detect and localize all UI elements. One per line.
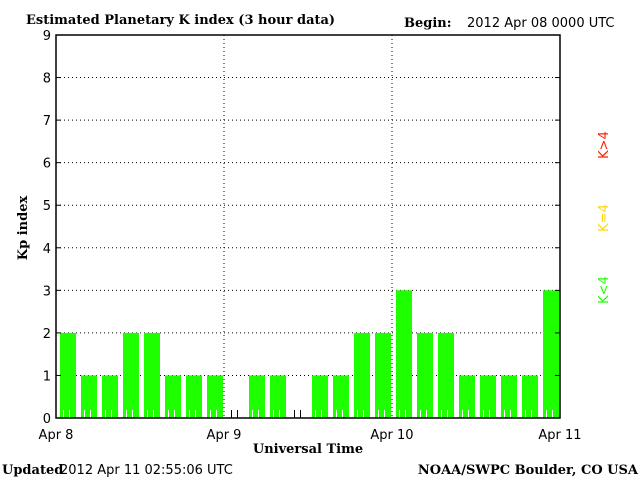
x-tick-label: Apr 11 [538, 428, 581, 443]
x-tick-label: Apr 8 [39, 428, 74, 443]
kp-bar [417, 332, 433, 418]
kp-bar [312, 375, 328, 418]
y-ticks: 0 1 2 3 4 5 6 7 8 9 [43, 29, 560, 427]
kp-bar [438, 332, 454, 418]
y-tick-label: 6 [43, 157, 51, 172]
kp-bar [501, 375, 517, 418]
y-tick-label: 4 [43, 242, 51, 257]
x-tick-label: Apr 9 [207, 428, 242, 443]
kp-bar [144, 332, 160, 418]
legend-entry: K=4 [597, 204, 612, 232]
legend-entry: K<4 [597, 276, 612, 304]
kp-bar [207, 375, 223, 418]
kp-bar [396, 290, 412, 418]
y-tick-label: 7 [43, 114, 51, 129]
y-tick-label: 5 [43, 199, 51, 214]
y-tick-label: 0 [43, 412, 51, 427]
updated-value: 2012 Apr 11 02:55:06 UTC [60, 463, 233, 478]
kp-bar [270, 375, 286, 418]
kp-bar [186, 375, 202, 418]
kp-bar [333, 375, 349, 418]
begin-value: 2012 Apr 08 0000 UTC [467, 16, 615, 31]
bars [60, 290, 559, 418]
kp-bar [480, 375, 496, 418]
kp-bar [165, 375, 181, 418]
kp-bar [249, 375, 265, 418]
begin-label: Begin: [404, 16, 452, 31]
kp-bar [543, 290, 559, 418]
kp-bar [60, 332, 76, 418]
kp-bar [459, 375, 475, 418]
source-label: NOAA/SWPC Boulder, CO USA [418, 463, 639, 478]
kp-bar [102, 375, 118, 418]
plot-frame [55, 34, 561, 419]
y-tick-label: 3 [43, 284, 51, 299]
x-ticks: Apr 8 Apr 9 Apr 10 Apr 11 [39, 428, 582, 443]
y-tick-label: 9 [43, 29, 51, 44]
kp-bar [81, 375, 97, 418]
y-tick-label: 2 [43, 327, 51, 342]
kp-bar [354, 332, 370, 418]
y-axis-label: Kp index [16, 196, 31, 261]
kp-bar [522, 375, 538, 418]
y-tick-label: 1 [43, 369, 51, 384]
updated-label: Updated [2, 463, 63, 478]
chart-title: Estimated Planetary K index (3 hour data… [26, 13, 335, 28]
kp-bar [375, 332, 391, 418]
legend: K<4 K=4 K>4 [597, 131, 612, 304]
x-axis-label: Universal Time [253, 442, 363, 457]
y-tick-label: 8 [43, 72, 51, 87]
grid [56, 35, 560, 418]
x-tick-label: Apr 10 [370, 428, 413, 443]
kp-bar [123, 332, 139, 418]
legend-entry: K>4 [597, 131, 612, 159]
